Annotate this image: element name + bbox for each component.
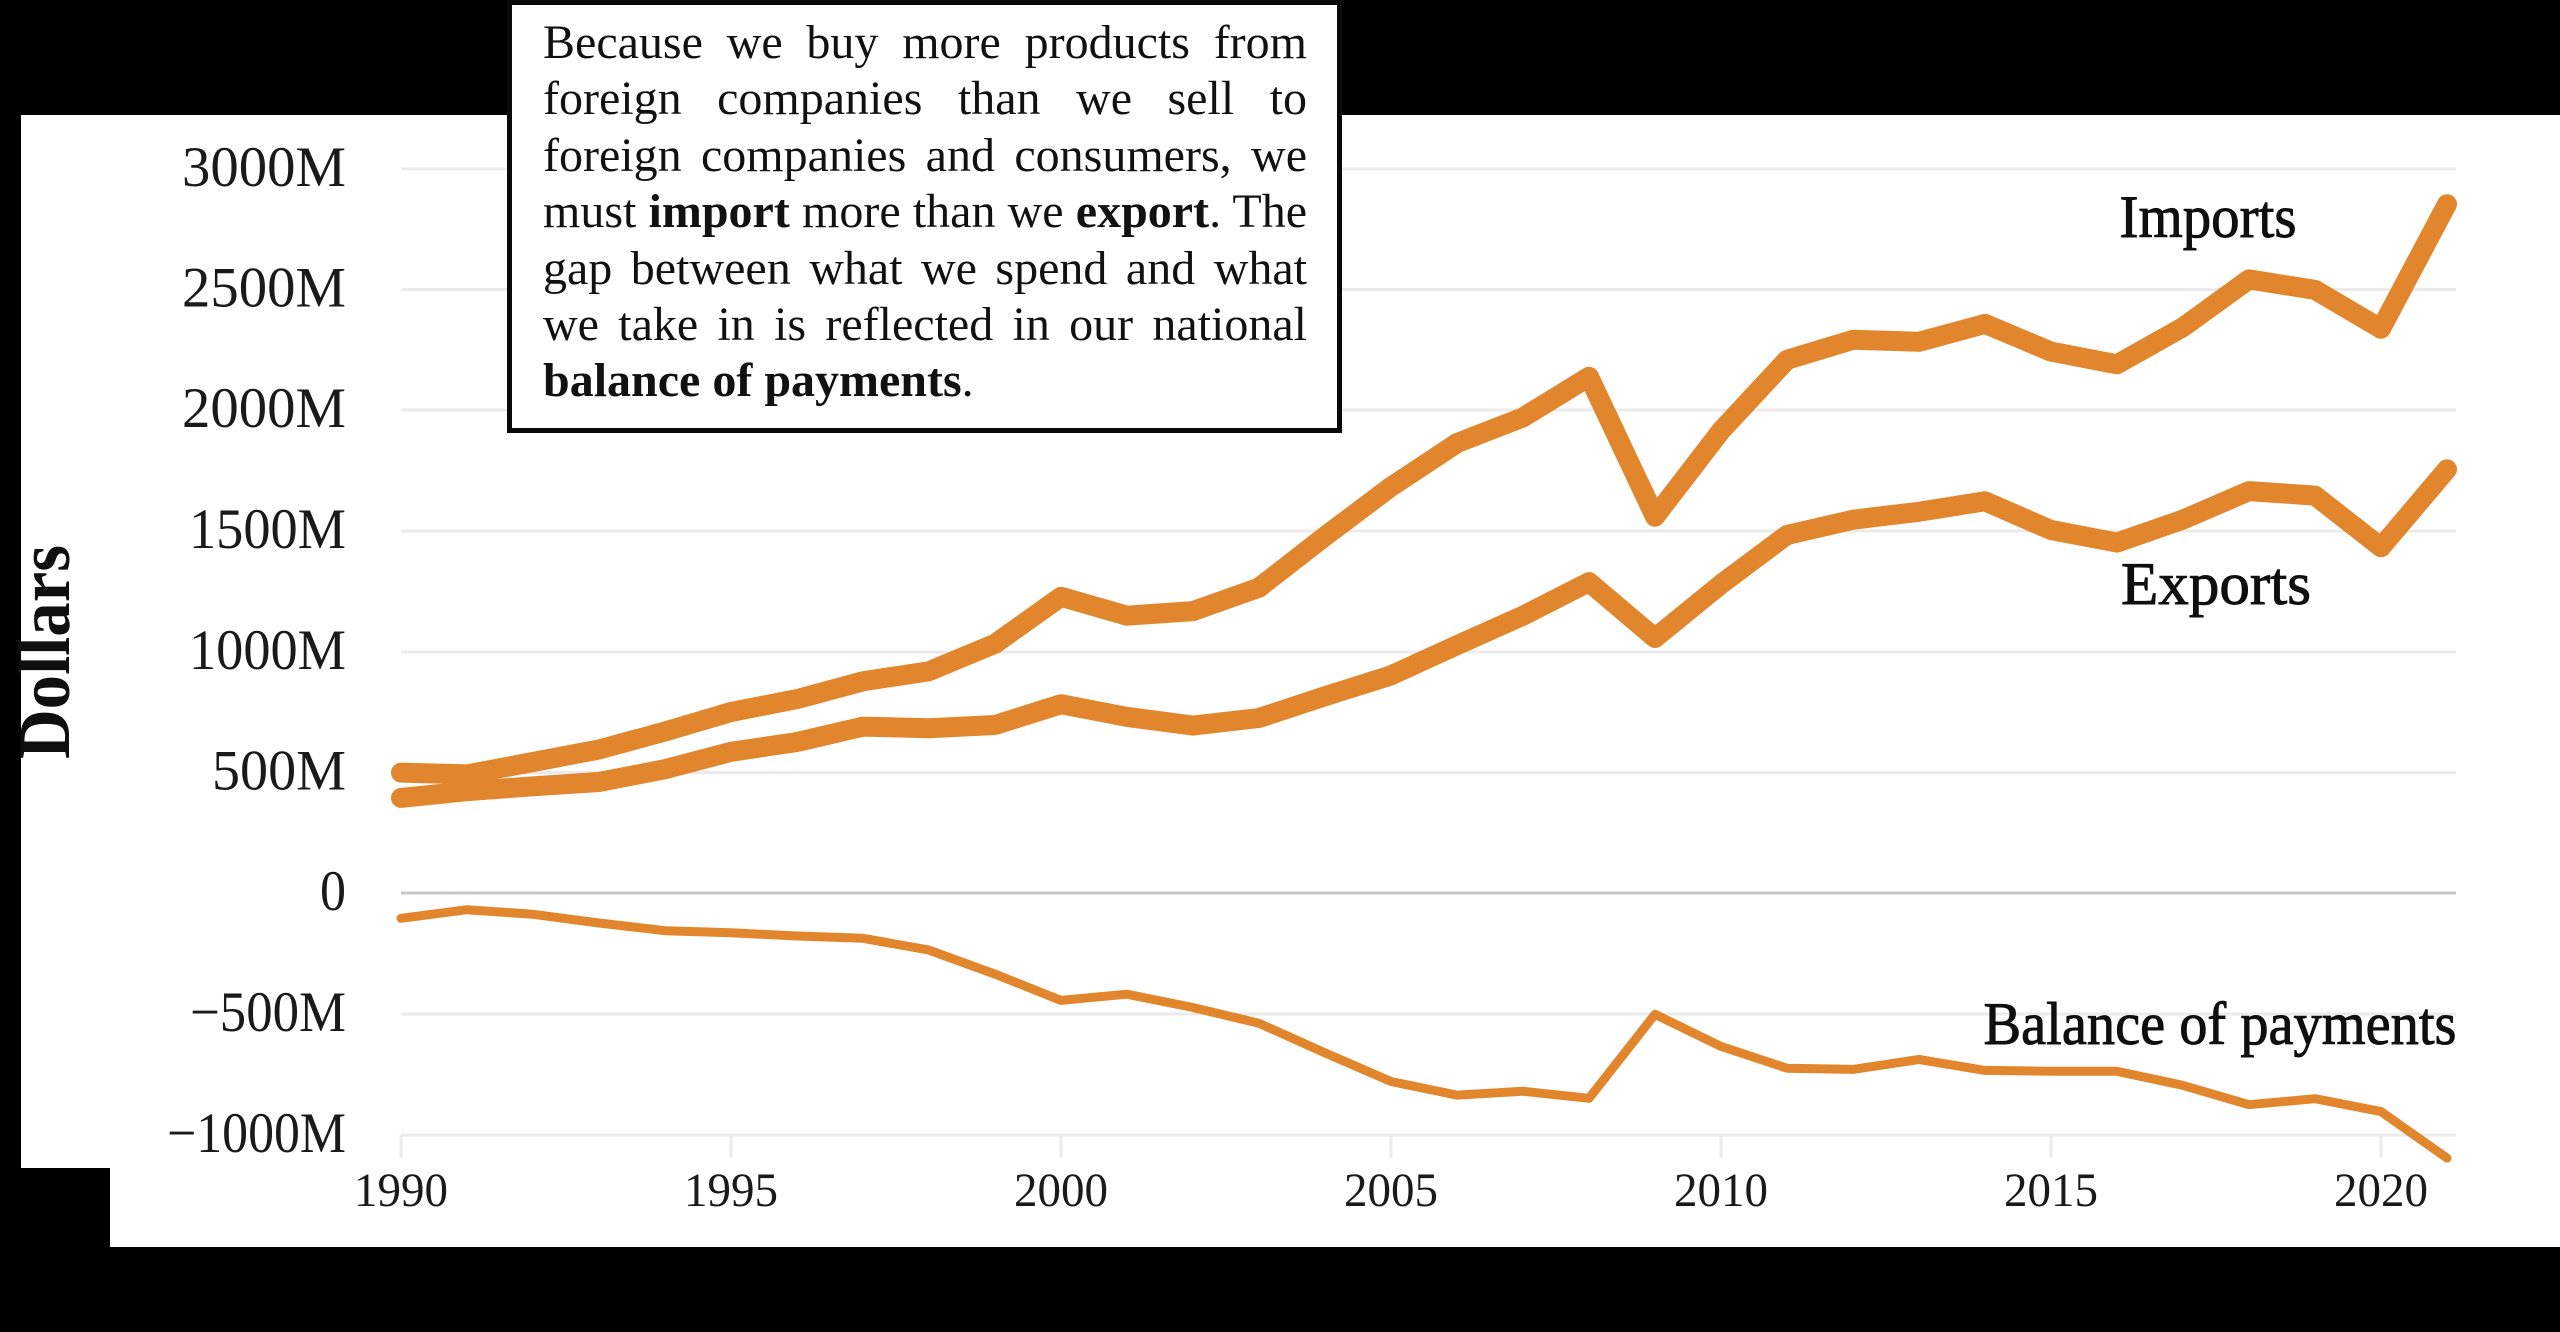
svg-text:2500M: 2500M — [182, 257, 346, 320]
svg-text:2015: 2015 — [2004, 1164, 2098, 1217]
svg-text:1995: 1995 — [684, 1164, 778, 1217]
svg-text:−500M: −500M — [190, 981, 346, 1044]
svg-text:1500M: 1500M — [189, 498, 346, 561]
svg-text:2010: 2010 — [1674, 1164, 1768, 1217]
svg-text:2020: 2020 — [2334, 1164, 2428, 1217]
svg-text:1000M: 1000M — [189, 619, 346, 682]
svg-text:2000M: 2000M — [182, 377, 346, 440]
svg-text:−1000M: −1000M — [167, 1102, 346, 1165]
svg-text:2000: 2000 — [1014, 1164, 1108, 1217]
svg-text:Exports: Exports — [2121, 551, 2311, 617]
svg-text:Imports: Imports — [2120, 184, 2297, 250]
svg-text:1990: 1990 — [354, 1164, 448, 1217]
svg-text:2005: 2005 — [1344, 1164, 1438, 1217]
svg-text:500M: 500M — [212, 740, 346, 803]
svg-text:3000M: 3000M — [182, 136, 346, 199]
svg-text:Dollars: Dollars — [4, 545, 86, 759]
svg-text:0: 0 — [320, 860, 346, 923]
svg-text:Balance of payments: Balance of payments — [1984, 991, 2457, 1057]
